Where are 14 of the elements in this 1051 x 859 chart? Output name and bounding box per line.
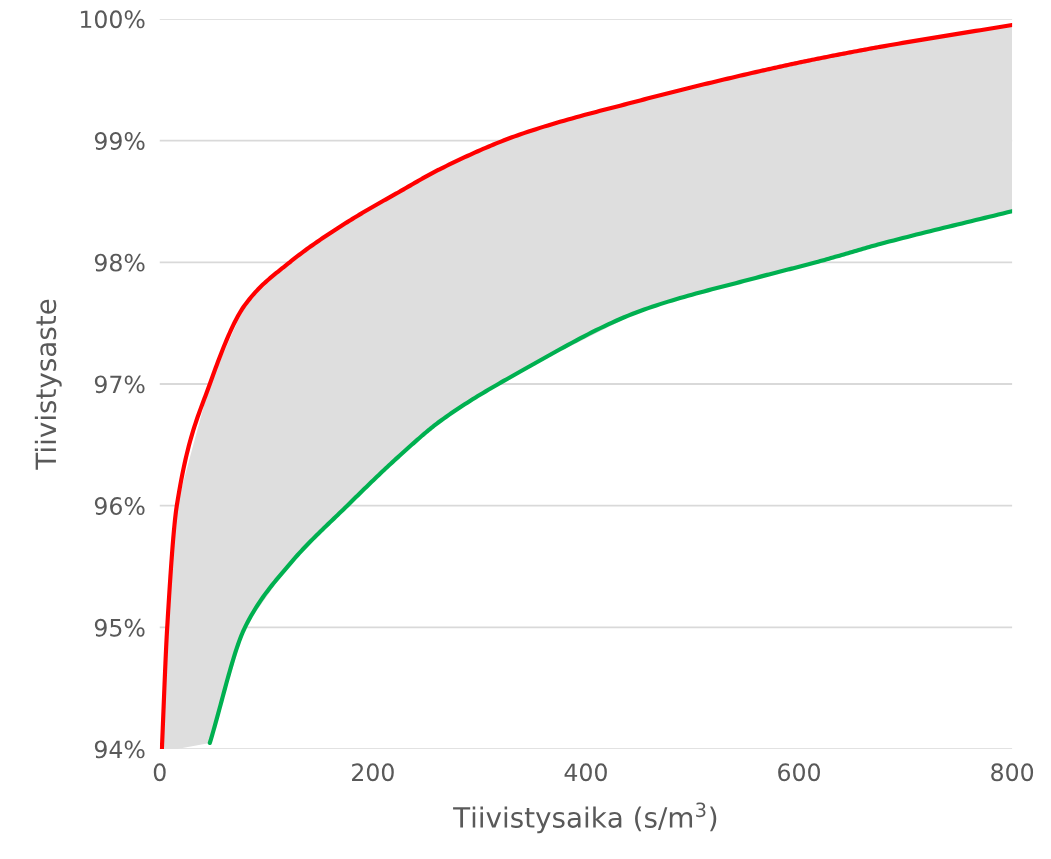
y-tick-label: 98% [94,253,145,272]
x-tick-label: 600 [778,763,820,782]
y-tick-label: 94% [94,740,145,759]
x-tick-label: 200 [352,763,394,782]
x-tick-label: 800 [991,763,1034,782]
x-axis-title: Tiivistysaika (s/m$^{3}$) [453,802,717,834]
y-tick-label: 97% [94,375,145,394]
y-axis-title: Tiivistysaste [34,299,62,470]
y-tick-label: 96% [94,497,145,515]
y-tick-label: 95% [94,618,145,637]
y-tick-label: 99% [94,132,145,150]
x-tick-label: 400 [564,763,607,782]
x-tick-label: 0 [153,763,166,782]
y-tick-label: 100% [80,10,145,29]
